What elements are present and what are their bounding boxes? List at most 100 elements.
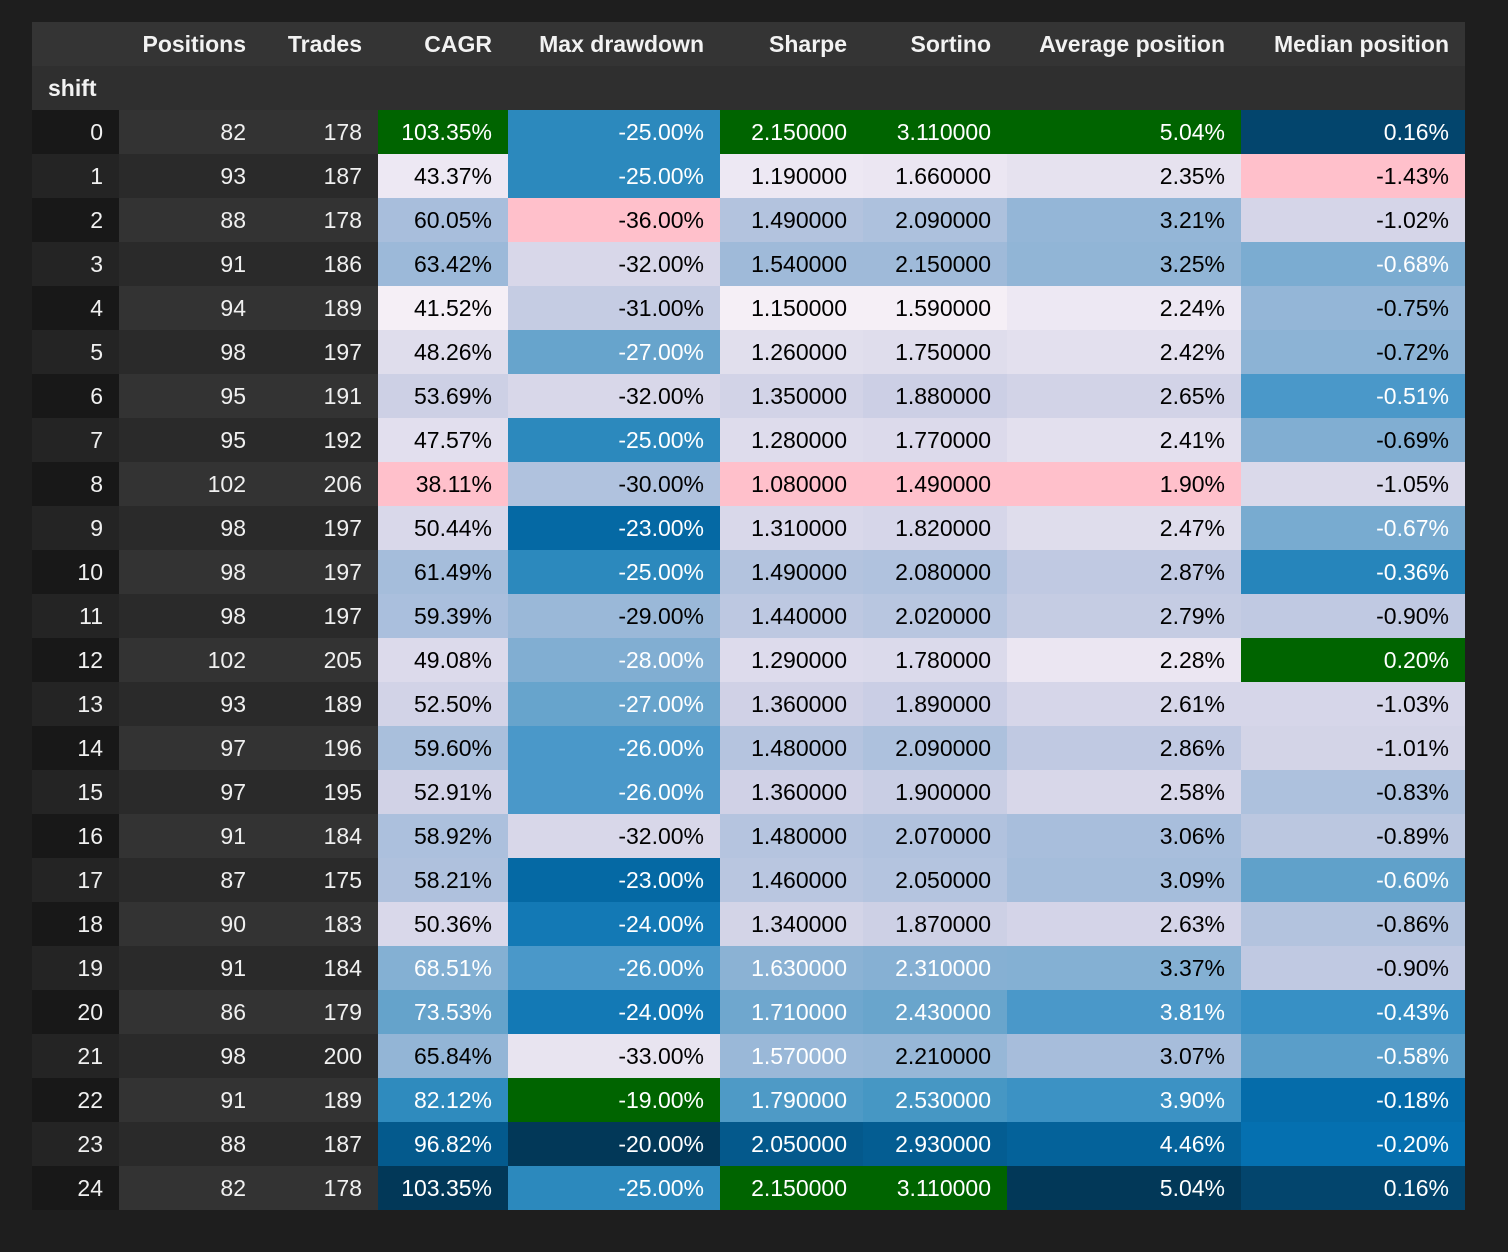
cell-sortino: 1.780000	[863, 638, 1007, 682]
cell-trades: 184	[262, 814, 378, 858]
cell-max-drawdown: -23.00%	[508, 506, 720, 550]
cell-positions: 88	[119, 1122, 262, 1166]
table-row: 24 82 178 103.35% -25.00% 2.150000 3.110000 5.0…	[32, 1166, 1465, 1210]
cell-trades: 192	[262, 418, 378, 462]
cell-median-position: -1.02%	[1241, 198, 1465, 242]
cell-sharpe: 1.460000	[720, 858, 863, 902]
cell-cagr: 58.92%	[378, 814, 508, 858]
cell-average-position: 3.90%	[1007, 1078, 1241, 1122]
cell-positions: 102	[119, 638, 262, 682]
row-index-label: 8	[32, 462, 119, 506]
cell-average-position: 4.46%	[1007, 1122, 1241, 1166]
cell-max-drawdown: -20.00%	[508, 1122, 720, 1166]
cell-cagr: 63.42%	[378, 242, 508, 286]
cell-max-drawdown: -24.00%	[508, 902, 720, 946]
column-header-row: Positions Trades CAGR Max drawdown Sharp…	[32, 22, 1465, 66]
cell-trades: 191	[262, 374, 378, 418]
cell-median-position: -1.05%	[1241, 462, 1465, 506]
cell-median-position: -0.18%	[1241, 1078, 1465, 1122]
cell-trades: 187	[262, 154, 378, 198]
row-index-label: 14	[32, 726, 119, 770]
cell-cagr: 96.82%	[378, 1122, 508, 1166]
row-index-label: 2	[32, 198, 119, 242]
cell-average-position: 3.21%	[1007, 198, 1241, 242]
cell-sortino: 1.880000	[863, 374, 1007, 418]
column-header-trades: Trades	[262, 22, 378, 66]
cell-cagr: 59.39%	[378, 594, 508, 638]
cell-trades: 197	[262, 550, 378, 594]
cell-sharpe: 1.360000	[720, 682, 863, 726]
cell-cagr: 52.91%	[378, 770, 508, 814]
cell-sharpe: 1.490000	[720, 198, 863, 242]
cell-trades: 178	[262, 1166, 378, 1210]
table-row: 7 95 192 47.57% -25.00% 1.280000 1.770000 2.41%…	[32, 418, 1465, 462]
table-row: 19 91 184 68.51% -26.00% 1.630000 2.310000 3.37…	[32, 946, 1465, 990]
cell-average-position: 3.37%	[1007, 946, 1241, 990]
cell-average-position: 2.42%	[1007, 330, 1241, 374]
cell-cagr: 43.37%	[378, 154, 508, 198]
cell-trades: 206	[262, 462, 378, 506]
table-row: 14 97 196 59.60% -26.00% 1.480000 2.090000 2.86…	[32, 726, 1465, 770]
table-row: 6 95 191 53.69% -32.00% 1.350000 1.880000 2.65%…	[32, 374, 1465, 418]
cell-positions: 97	[119, 770, 262, 814]
cell-max-drawdown: -24.00%	[508, 990, 720, 1034]
cell-sortino: 1.490000	[863, 462, 1007, 506]
cell-average-position: 2.65%	[1007, 374, 1241, 418]
cell-average-position: 2.63%	[1007, 902, 1241, 946]
cell-average-position: 3.09%	[1007, 858, 1241, 902]
cell-sharpe: 1.150000	[720, 286, 863, 330]
cell-sharpe: 2.150000	[720, 110, 863, 154]
cell-average-position: 3.81%	[1007, 990, 1241, 1034]
cell-sortino: 1.900000	[863, 770, 1007, 814]
cell-cagr: 49.08%	[378, 638, 508, 682]
cell-positions: 86	[119, 990, 262, 1034]
cell-trades: 189	[262, 682, 378, 726]
cell-trades: 197	[262, 506, 378, 550]
cell-average-position: 2.35%	[1007, 154, 1241, 198]
cell-cagr: 52.50%	[378, 682, 508, 726]
cell-cagr: 82.12%	[378, 1078, 508, 1122]
cell-sortino: 1.770000	[863, 418, 1007, 462]
cell-average-position: 2.24%	[1007, 286, 1241, 330]
cell-sortino: 3.110000	[863, 110, 1007, 154]
cell-median-position: -0.86%	[1241, 902, 1465, 946]
row-index-label: 9	[32, 506, 119, 550]
cell-positions: 87	[119, 858, 262, 902]
cell-positions: 91	[119, 1078, 262, 1122]
cell-median-position: -0.75%	[1241, 286, 1465, 330]
cell-sharpe: 1.440000	[720, 594, 863, 638]
index-name-label: shift	[32, 66, 119, 110]
row-index-label: 6	[32, 374, 119, 418]
cell-max-drawdown: -33.00%	[508, 1034, 720, 1078]
cell-positions: 91	[119, 814, 262, 858]
cell-positions: 97	[119, 726, 262, 770]
row-index-label: 12	[32, 638, 119, 682]
cell-average-position: 2.86%	[1007, 726, 1241, 770]
table-row: 20 86 179 73.53% -24.00% 1.710000 2.430000 3.81…	[32, 990, 1465, 1034]
dataframe-output: Positions Trades CAGR Max drawdown Sharp…	[32, 22, 1465, 1210]
table-row: 16 91 184 58.92% -32.00% 1.480000 2.070000 3.06…	[32, 814, 1465, 858]
cell-positions: 93	[119, 682, 262, 726]
cell-median-position: -0.51%	[1241, 374, 1465, 418]
cell-sharpe: 1.630000	[720, 946, 863, 990]
cell-sharpe: 1.480000	[720, 726, 863, 770]
cell-sharpe: 1.280000	[720, 418, 863, 462]
cell-sortino: 2.020000	[863, 594, 1007, 638]
row-index-label: 21	[32, 1034, 119, 1078]
cell-median-position: -1.01%	[1241, 726, 1465, 770]
cell-trades: 200	[262, 1034, 378, 1078]
cell-sortino: 1.750000	[863, 330, 1007, 374]
cell-sortino: 3.110000	[863, 1166, 1007, 1210]
cell-max-drawdown: -36.00%	[508, 198, 720, 242]
cell-positions: 82	[119, 110, 262, 154]
cell-trades: 186	[262, 242, 378, 286]
table-row: 10 98 197 61.49% -25.00% 1.490000 2.080000 2.87…	[32, 550, 1465, 594]
cell-median-position: -0.20%	[1241, 1122, 1465, 1166]
cell-cagr: 50.36%	[378, 902, 508, 946]
table-row: 22 91 189 82.12% -19.00% 1.790000 2.530000 3.90…	[32, 1078, 1465, 1122]
table-body: 0 82 178 103.35% -25.00% 2.150000 3.110000 5.04…	[32, 110, 1465, 1210]
cell-sortino: 2.090000	[863, 726, 1007, 770]
cell-sharpe: 1.350000	[720, 374, 863, 418]
row-index-label: 4	[32, 286, 119, 330]
cell-median-position: -0.58%	[1241, 1034, 1465, 1078]
